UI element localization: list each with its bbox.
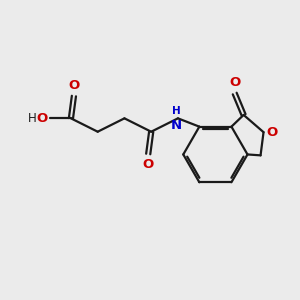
Text: H: H — [28, 112, 37, 125]
Text: H: H — [172, 106, 181, 116]
Text: O: O — [266, 126, 278, 139]
Text: O: O — [37, 112, 48, 125]
Text: O: O — [68, 79, 80, 92]
Text: O: O — [229, 76, 240, 89]
Text: O: O — [142, 158, 154, 171]
Text: N: N — [171, 119, 182, 132]
